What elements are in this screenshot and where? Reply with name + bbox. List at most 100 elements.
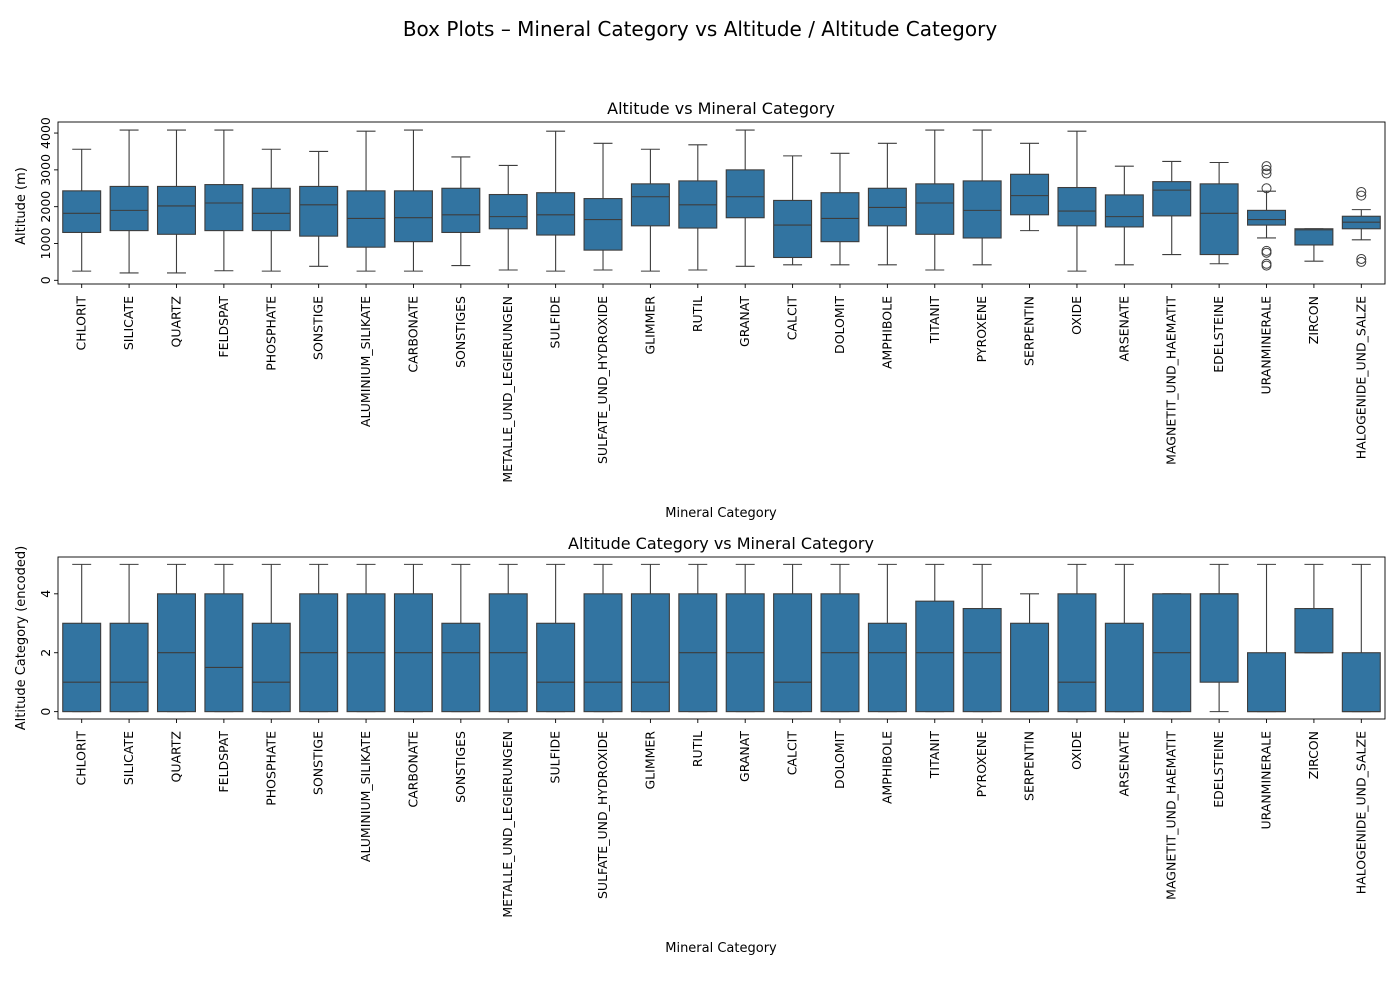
x-tick-label: SILICATE: [121, 731, 136, 785]
iqr-box: [915, 600, 955, 713]
box-carbonate: [393, 129, 433, 272]
x-tick-label: AMPHIBOLE: [879, 296, 894, 369]
x-tick-label: GRANAT: [737, 731, 752, 782]
outlier-point: [1261, 258, 1272, 269]
box-arsenate: [1104, 563, 1144, 713]
iqr-box: [1247, 652, 1287, 713]
x-tick-label: SERPENTIN: [1022, 296, 1037, 366]
box-sonstiges: [441, 156, 481, 267]
box-sulfate-und-hydroxide: [583, 142, 623, 271]
box-dolomit: [820, 563, 860, 713]
box-sulfate-und-hydroxide: [583, 563, 623, 713]
box-granat: [725, 563, 765, 713]
box-quartz: [156, 563, 196, 713]
x-tick-label: SULFATE_UND_HYDROXIDE: [595, 296, 610, 464]
iqr-box: [1199, 593, 1239, 683]
box-chlorit: [62, 563, 102, 713]
iqr-box: [393, 190, 433, 243]
y-tick-label: 2: [38, 649, 53, 657]
box-serpentin: [1010, 142, 1050, 232]
plot-frame: [57, 556, 1386, 720]
outlier-point: [1356, 186, 1367, 197]
x-tick-label: CALCIT: [785, 296, 800, 341]
box-carbonate: [393, 563, 433, 713]
x-tick-label: TITANIT: [927, 296, 942, 345]
box-calcit: [773, 155, 813, 266]
x-tick-label: PYROXENE: [974, 731, 989, 797]
iqr-box: [583, 593, 623, 713]
iqr-box: [204, 184, 244, 232]
box-pyroxene: [962, 129, 1002, 266]
box-quartz: [156, 129, 196, 274]
iqr-box: [1010, 622, 1050, 713]
altitude-x-axis-label: Mineral Category: [665, 506, 777, 521]
x-tick-label: CARBONATE: [405, 731, 420, 808]
box-sonstiges: [441, 563, 481, 713]
box-oxide: [1057, 130, 1097, 272]
box-uranminerale: [1247, 563, 1287, 713]
outlier-point: [1356, 253, 1367, 264]
iqr-box: [1341, 652, 1381, 713]
iqr-box: [1057, 593, 1097, 713]
x-tick-label: CALCIT: [785, 731, 800, 776]
iqr-box: [109, 622, 149, 713]
iqr-box: [1247, 209, 1287, 226]
x-tick-label: SILICATE: [121, 296, 136, 350]
iqr-box: [1010, 173, 1050, 216]
box-phosphate: [251, 148, 291, 272]
x-tick-label: ALUMINIUM_SILIKATE: [358, 731, 373, 862]
y-tick-label: 2000: [38, 191, 53, 223]
x-tick-label: OXIDE: [1069, 296, 1084, 335]
iqr-box: [773, 593, 813, 713]
box-magnetit-und-haematit: [1152, 160, 1192, 256]
altitude-category-chart-title: Altitude Category vs Mineral Category: [568, 534, 874, 553]
box-amphibole: [867, 142, 907, 266]
x-tick-label: METALLE_UND_LEGIERUNGEN: [500, 296, 515, 483]
box-magnetit-und-haematit: [1152, 593, 1192, 713]
box-sonstige: [299, 563, 339, 713]
box-aluminium-silikate: [346, 563, 386, 713]
plot-frame: [57, 121, 1386, 285]
box-granat: [725, 129, 765, 267]
iqr-box: [441, 187, 481, 234]
outlier-point: [1261, 168, 1272, 179]
iqr-box: [62, 622, 102, 713]
iqr-box: [915, 183, 955, 235]
altitude-y-axis-label: Altitude (m): [14, 167, 29, 245]
box-halogenide-und-salze: [1341, 186, 1381, 267]
x-tick-label: FELDSPAT: [216, 731, 231, 793]
box-silicate: [109, 129, 149, 274]
x-tick-label: GLIMMER: [642, 296, 657, 355]
x-tick-label: SONSTIGES: [453, 296, 468, 368]
x-tick-label: OXIDE: [1069, 731, 1084, 770]
box-sonstige: [299, 150, 339, 267]
box-titanit: [915, 563, 955, 713]
iqr-box: [725, 169, 765, 219]
box-uranminerale: [1247, 161, 1287, 271]
x-tick-label: MAGNETIT_UND_HAEMATIT: [1164, 296, 1179, 465]
box-glimmer: [630, 563, 670, 713]
x-tick-label: METALLE_UND_LEGIERUNGEN: [500, 731, 515, 918]
x-tick-label: PHOSPHATE: [263, 296, 278, 371]
iqr-box: [773, 199, 813, 259]
box-phosphate: [251, 563, 291, 713]
y-tick-label: 1000: [38, 228, 53, 260]
iqr-box: [536, 192, 576, 236]
altitude-category-y-axis-label: Altitude Category (encoded): [14, 546, 29, 730]
x-tick-label: EDELSTEINE: [1211, 731, 1226, 808]
box-zircon: [1294, 563, 1334, 654]
x-tick-label: ZIRCON: [1306, 731, 1321, 779]
x-tick-label: HALOGENIDE_UND_SALZE: [1353, 731, 1368, 894]
iqr-box: [1294, 228, 1334, 246]
iqr-box: [630, 593, 670, 713]
x-tick-label: SULFATE_UND_HYDROXIDE: [595, 731, 610, 899]
iqr-box: [1199, 183, 1239, 256]
y-tick-label: 4: [38, 590, 53, 598]
outlier-point: [1356, 190, 1367, 201]
outlier-point: [1261, 164, 1272, 175]
box-silicate: [109, 563, 149, 713]
iqr-box: [488, 193, 528, 230]
x-tick-label: MAGNETIT_UND_HAEMATIT: [1164, 731, 1179, 900]
figure-title: Box Plots – Mineral Category vs Altitude…: [403, 17, 998, 41]
